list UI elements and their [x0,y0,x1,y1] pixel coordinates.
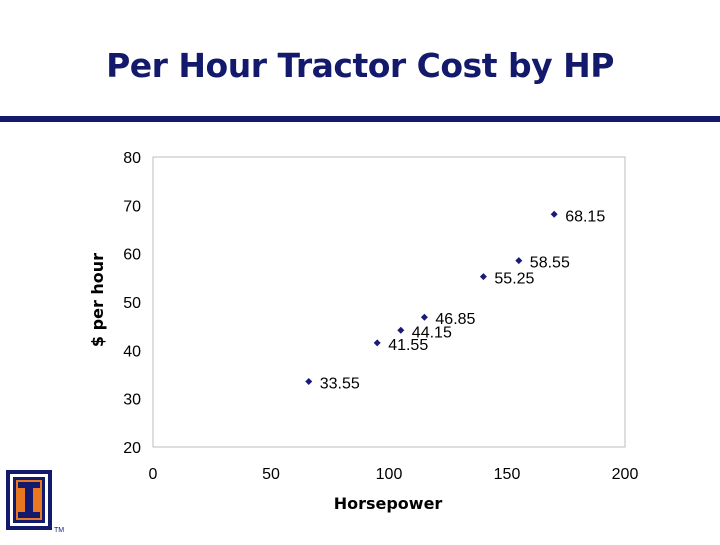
y-tick-label: 60 [123,247,141,264]
logo-tm-mark: TM [54,527,64,534]
data-point-label: 58.55 [530,255,570,272]
data-point-marker [305,378,313,386]
data-point-marker [479,273,487,281]
x-tick-label: 100 [376,466,403,483]
data-point-marker [397,326,405,334]
x-axis-title: Horsepower [334,494,443,513]
y-tick-label: 40 [123,343,141,360]
x-tick-label: 0 [149,466,158,483]
data-point-label: 33.55 [320,376,360,393]
data-point-marker [515,257,523,265]
y-axis-title: $ per hour [88,253,107,347]
y-tick-label: 80 [123,150,141,167]
y-tick-label: 50 [123,295,141,312]
x-tick-label: 150 [494,466,521,483]
y-tick-label: 70 [123,198,141,215]
data-point-marker [420,313,428,321]
plot-area [152,156,626,448]
data-point-label: 44.15 [412,324,452,341]
data-point-marker [373,339,381,347]
x-axis-ticks: 0 50 100 150 200 [149,466,639,483]
x-tick-label: 50 [262,466,280,483]
data-point-label: 68.15 [565,208,605,225]
title-divider [0,116,720,122]
x-tick-label: 200 [612,466,639,483]
y-tick-label: 20 [123,440,141,457]
y-axis-ticks: 20 30 40 50 60 70 80 [123,150,141,457]
data-point-label: 46.85 [435,311,475,328]
data-point-label: 55.25 [494,271,534,288]
data-point-label: 41.55 [388,337,428,354]
slide-title: Per Hour Tractor Cost by HP [106,46,614,85]
university-logo: TM [0,466,70,540]
data-point-marker [550,210,558,218]
y-tick-label: 30 [123,392,141,409]
